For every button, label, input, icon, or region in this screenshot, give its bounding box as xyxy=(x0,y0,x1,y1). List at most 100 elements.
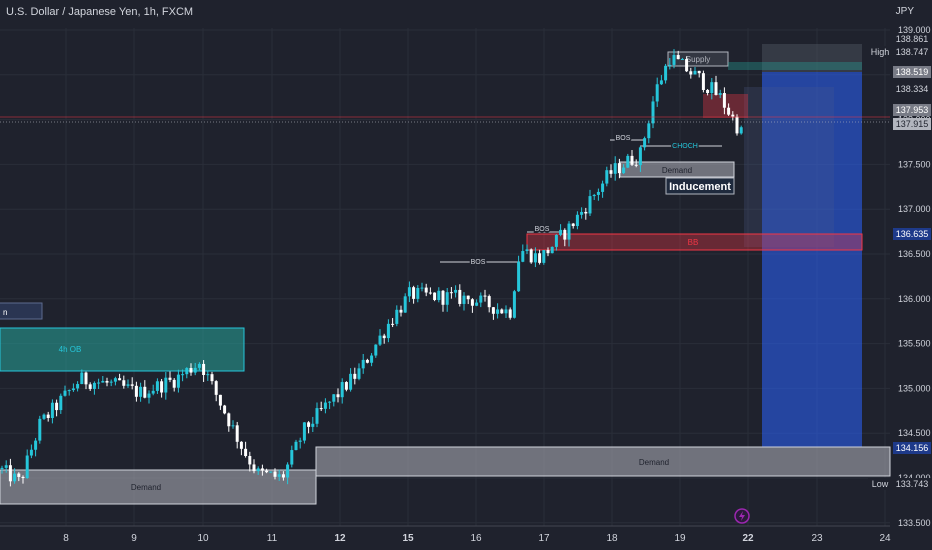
price-tick-label-5: 136.500 xyxy=(898,249,931,259)
date-tick-label-4: 12 xyxy=(334,533,346,544)
candle-body xyxy=(353,373,357,379)
candle-body xyxy=(441,290,445,305)
candle-body xyxy=(17,473,21,477)
candle-body xyxy=(80,372,84,385)
candle-body xyxy=(533,253,537,263)
candle-body xyxy=(727,107,731,115)
candle-body xyxy=(143,386,147,398)
bb-zone-5 xyxy=(526,233,863,251)
price-label-3: 138.334 xyxy=(896,84,929,94)
candle-body xyxy=(714,82,718,95)
price-tick-label-11: 133.500 xyxy=(898,518,931,528)
candle-body xyxy=(403,296,407,313)
chart-title: U.S. Dollar / Japanese Yen, 1h, FXCM xyxy=(6,6,194,18)
date-tick-label-7: 17 xyxy=(538,533,550,544)
candle-body xyxy=(227,413,231,427)
candle-body xyxy=(50,402,54,418)
candle-body xyxy=(613,163,617,174)
candle-body xyxy=(265,470,269,473)
candle-body xyxy=(630,155,634,165)
candle-body xyxy=(685,59,689,72)
candle-body xyxy=(634,164,638,166)
candle-body xyxy=(542,250,546,263)
demand-zone-label-2: Demand xyxy=(662,166,692,175)
price-tag-1: High xyxy=(871,47,890,57)
candle-body xyxy=(462,295,466,304)
marker-label-1: BOS xyxy=(535,226,550,233)
lightning-glyph xyxy=(739,511,745,521)
candle-body xyxy=(273,471,277,477)
candle-body xyxy=(538,253,542,263)
price-tick-label-3: 137.500 xyxy=(898,159,931,169)
take-profit-zone xyxy=(762,72,862,447)
candle-body xyxy=(109,381,113,383)
price-tick-label-8: 135.000 xyxy=(898,383,931,393)
price-label-box-0 xyxy=(893,33,931,45)
candle-body xyxy=(454,289,458,293)
candle-body xyxy=(202,363,206,375)
candle-body xyxy=(181,374,185,376)
candle-body xyxy=(521,251,525,262)
date-tick-label-6: 16 xyxy=(470,533,482,544)
demand-zone-label-1: Demand xyxy=(639,458,669,467)
candle-body xyxy=(588,196,592,214)
candle-body xyxy=(689,71,693,75)
candle-body xyxy=(370,355,374,363)
currency-label: JPY xyxy=(895,6,914,17)
demand-zone-1 xyxy=(315,446,891,477)
price-label-box-8 xyxy=(893,478,931,490)
candle-body xyxy=(105,381,109,383)
candle-body xyxy=(46,414,50,418)
candle-body xyxy=(420,287,424,289)
price-label-box-4 xyxy=(893,104,931,116)
candle-body xyxy=(458,289,462,304)
candle-body xyxy=(491,307,495,314)
candle-body xyxy=(365,359,369,363)
candle-body xyxy=(118,378,122,381)
candle-body xyxy=(290,450,294,465)
price-label-box-2 xyxy=(893,66,931,78)
candle-body xyxy=(206,374,210,376)
price-tick-label-9: 134.500 xyxy=(898,428,931,438)
candle-body xyxy=(731,114,735,117)
candle-body xyxy=(315,408,319,424)
candle-body xyxy=(319,408,323,410)
candle-body xyxy=(160,381,164,393)
candle-body xyxy=(340,382,344,398)
candle-body xyxy=(718,93,722,95)
candle-body xyxy=(231,425,235,427)
candle-body xyxy=(328,401,332,403)
candle-body xyxy=(500,309,504,314)
candle-body xyxy=(722,93,726,108)
price-label-4: 137.953 xyxy=(896,105,929,115)
date-tick-label-3: 11 xyxy=(267,533,278,544)
candle-body xyxy=(638,147,642,166)
candle-body xyxy=(437,290,441,301)
price-label-box-3 xyxy=(893,83,931,95)
candle-body xyxy=(277,474,281,477)
candle-body xyxy=(235,425,239,442)
candle-body xyxy=(332,394,336,402)
inducement-zone-label-6: Inducement xyxy=(669,181,731,193)
candle-body xyxy=(412,287,416,299)
candle-body xyxy=(655,84,659,102)
marker-label-2: BOS xyxy=(616,135,631,142)
candle-body xyxy=(596,191,600,195)
candle-body xyxy=(559,229,563,235)
supply-zone-label-4: Supply xyxy=(686,55,710,64)
ob-zone-label-3: 4h OB xyxy=(59,345,82,354)
candle-body xyxy=(13,473,17,482)
candle-body xyxy=(298,440,302,442)
candle-body xyxy=(256,468,260,472)
candle-body xyxy=(357,368,361,379)
candle-body xyxy=(664,65,668,81)
inducement-zone-6 xyxy=(665,177,735,195)
candle-body xyxy=(323,402,327,409)
candle-body xyxy=(4,465,8,468)
demand-zone-label-0: Demand xyxy=(131,483,161,492)
candle-body xyxy=(281,474,285,478)
candle-body xyxy=(344,382,348,390)
candle-body xyxy=(575,214,579,227)
